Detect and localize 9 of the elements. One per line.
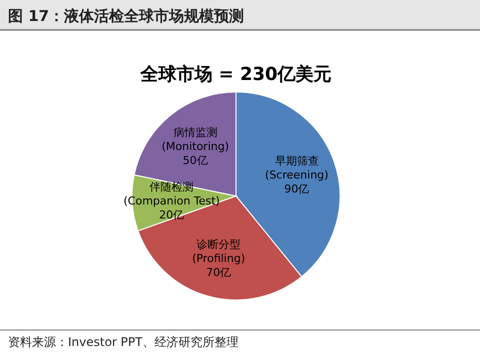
chart-subtitle: 图 17：液体活检全球市场规模预测 — [8, 7, 244, 25]
text: 资料来源：Investor PPT、经济研究所整理 — [8, 335, 238, 349]
slice-label: 诊断分型 (Profiling) — [192, 238, 246, 266]
data-label: 90亿 — [284, 182, 310, 196]
data-label: 70亿 — [206, 266, 232, 280]
chart-title: 全球市场 = 230亿美元 — [139, 64, 332, 85]
data-label: 50亿 — [182, 154, 208, 167]
slice-label: 病情监测 (Monitoring) — [162, 126, 230, 153]
slice-label: 早期筛查 (Screening) — [265, 154, 328, 182]
